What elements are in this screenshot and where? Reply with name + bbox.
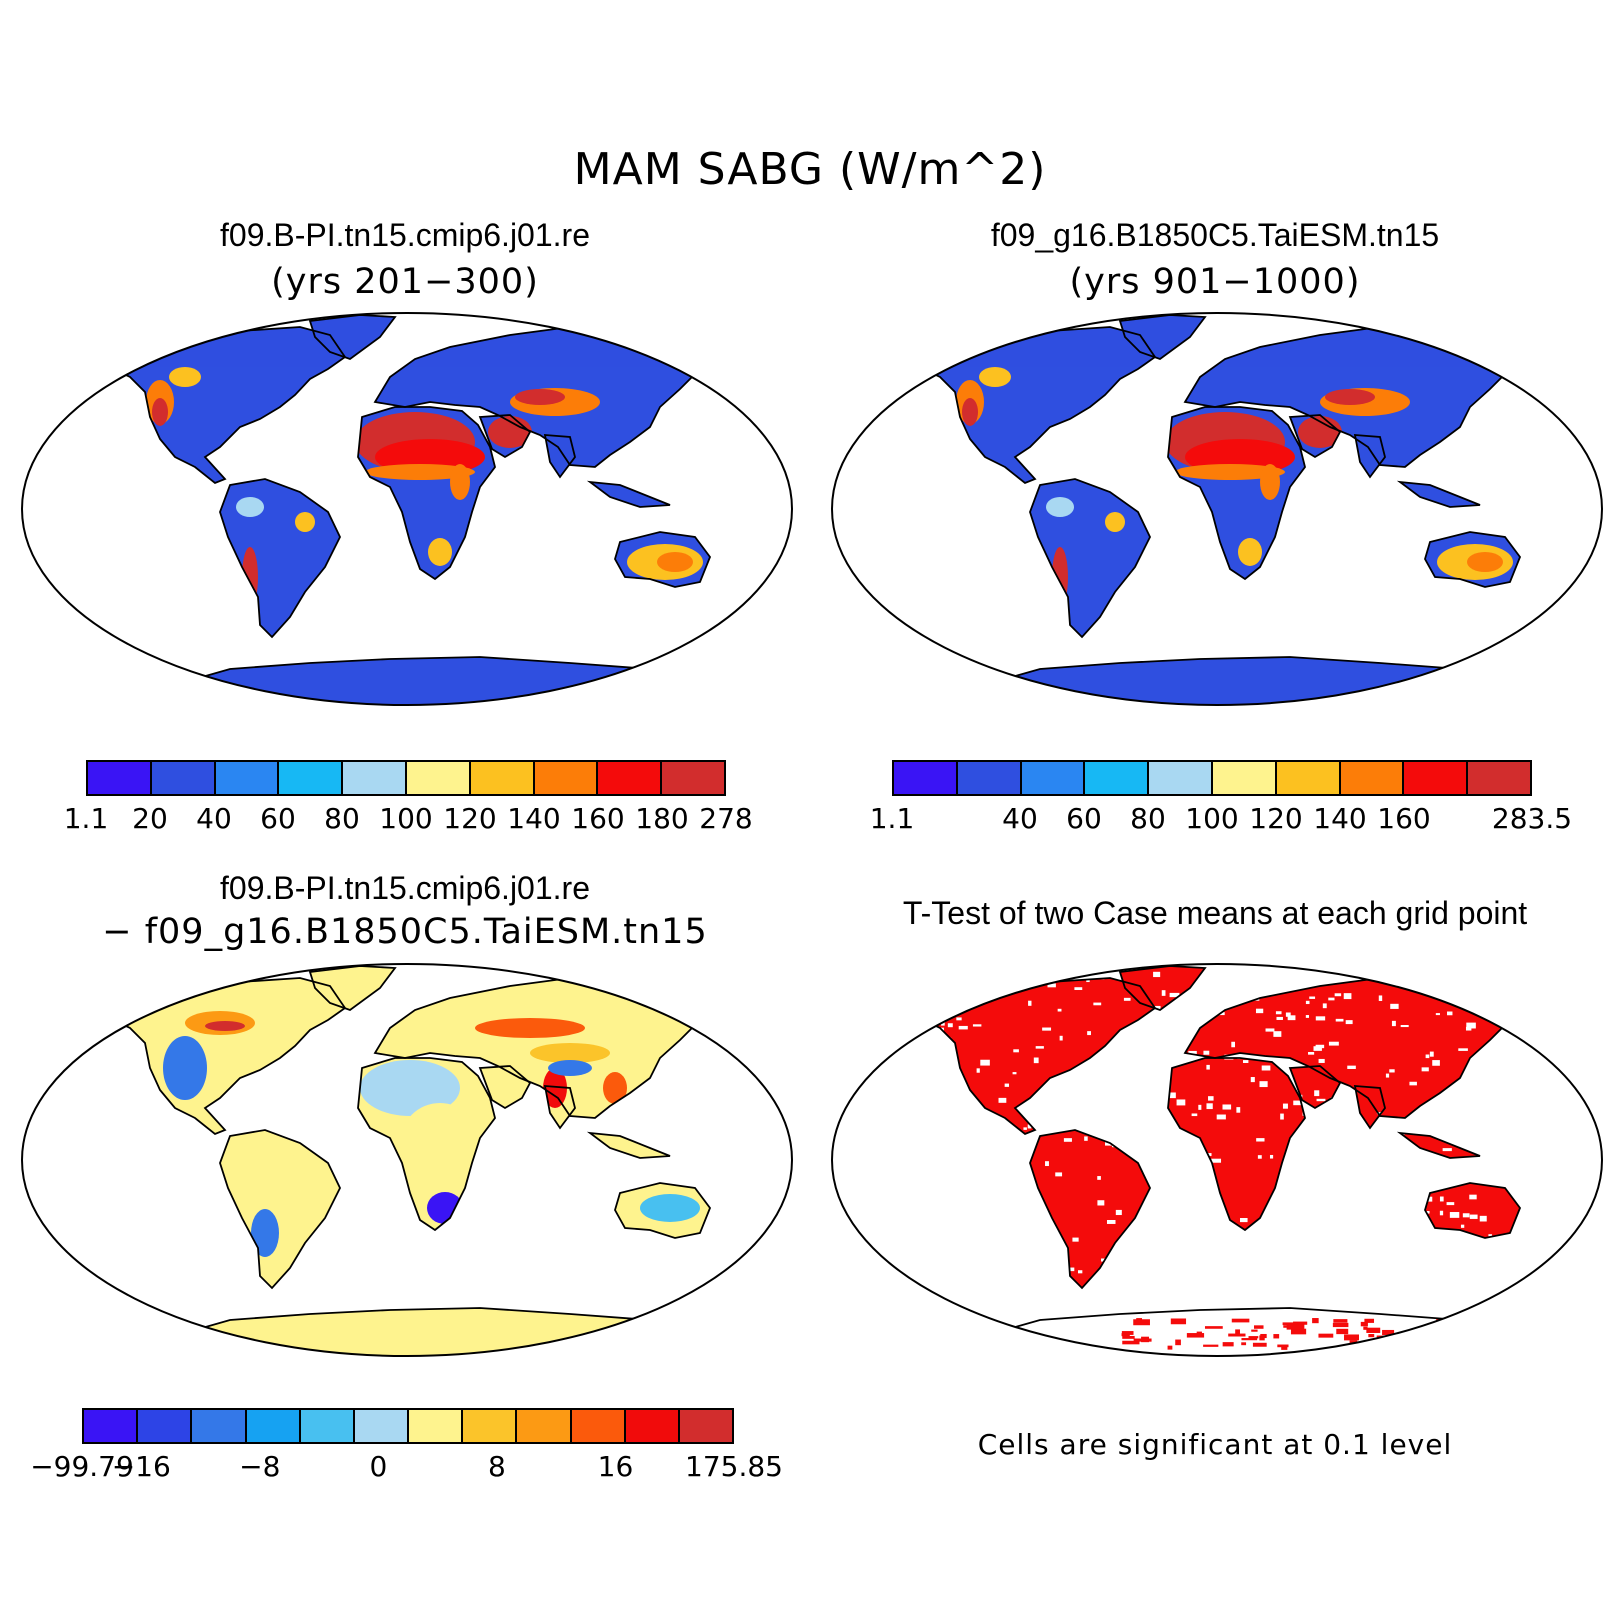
colorbar-difference-tick-label: 0 <box>369 1450 388 1483</box>
map-difference <box>21 963 793 1357</box>
colorbar-case2-swatch <box>1404 762 1469 794</box>
colorbar-case1-tick-label: 100 <box>379 802 433 835</box>
colorbar-case1-tick-label: 60 <box>260 802 296 835</box>
colorbar-case1 <box>86 760 726 796</box>
map-case1 <box>21 312 793 706</box>
colorbar-case2-tick-label: 100 <box>1185 802 1239 835</box>
colorbar-difference-swatch <box>354 1410 410 1442</box>
colorbar-difference-tick-label: −16 <box>111 1450 171 1483</box>
colorbar-case1-tick-label: 278 <box>699 802 753 835</box>
colorbar-case2-swatch <box>1276 762 1341 794</box>
colorbar-case2-tick-label: 1.1 <box>869 802 915 835</box>
colorbar-case2-swatch <box>957 762 1022 794</box>
colorbar-case1-swatch <box>279 762 344 794</box>
panel-1-title: f09.B-PI.tn15.cmip6.j01.re <box>220 217 590 253</box>
colorbar-difference-tick-label: 16 <box>597 1450 634 1483</box>
colorbar-case2-tick-label: 120 <box>1249 802 1303 835</box>
colorbar-case2-swatch <box>1340 762 1405 794</box>
colorbar-case2-tick-label: 160 <box>1377 802 1431 835</box>
colorbar-case2 <box>892 760 1532 796</box>
colorbar-difference-swatch <box>679 1410 733 1442</box>
colorbar-difference-swatch <box>300 1410 355 1442</box>
panel-4-title: T-Test of two Case means at each grid po… <box>902 895 1528 931</box>
colorbar-case2-labels: 1.1 40 60 80 100 120 140 160 283.5 <box>870 802 1572 838</box>
colorbar-difference-tick-label: −99.79 <box>30 1450 134 1483</box>
colorbar-case1-swatch <box>406 762 471 794</box>
panel-2-title: f09_g16.B1850C5.TaiESM.tn15 <box>990 217 1440 253</box>
colorbar-difference-swatch <box>517 1410 572 1442</box>
colorbar-case1-tick-label: 120 <box>443 802 497 835</box>
colorbar-case1-swatch <box>470 762 535 794</box>
colorbar-difference-swatch <box>192 1410 247 1442</box>
colorbar-case2-swatch <box>1212 762 1277 794</box>
colorbar-case2-swatch <box>1149 762 1213 794</box>
colorbar-case1-swatch <box>215 762 280 794</box>
colorbar-case2-tick-label: 40 <box>1002 802 1038 835</box>
colorbar-case1-swatch <box>343 762 407 794</box>
colorbar-case1-swatch <box>598 762 663 794</box>
colorbar-case1-tick-label: 160 <box>571 802 625 835</box>
colorbar-difference-swatch <box>84 1410 139 1442</box>
panel-1-subtitle: (yrs 201−300) <box>271 262 539 302</box>
main-title: MAM SABG (W/m^2) <box>573 144 1047 195</box>
colorbar-difference-swatch <box>138 1410 193 1442</box>
colorbar-case1-tick-label: 40 <box>196 802 232 835</box>
panel-3-title: f09.B-PI.tn15.cmip6.j01.re <box>220 870 590 906</box>
panel-3-subtitle: − f09_g16.B1850C5.TaiESM.tn15 <box>102 912 708 952</box>
colorbar-case1-tick-label: 1.1 <box>63 802 109 835</box>
colorbar-difference-swatch <box>409 1410 464 1442</box>
colorbar-case2-tick-label: 80 <box>1130 802 1166 835</box>
colorbar-case1-tick-label: 140 <box>507 802 561 835</box>
significance-note: Cells are significant at 0.1 level <box>977 1428 1453 1461</box>
colorbar-difference-tick-label: 8 <box>487 1450 506 1483</box>
colorbar-case2-swatch <box>894 762 958 794</box>
colorbar-case1-tick-label: 80 <box>324 802 360 835</box>
colorbar-case2-swatch <box>1021 762 1086 794</box>
map-ttest <box>831 963 1603 1357</box>
colorbar-case2-swatch <box>1468 762 1530 794</box>
colorbar-case1-swatch <box>88 762 152 794</box>
colorbar-case2-swatch <box>1085 762 1150 794</box>
colorbar-difference-tick-label: −8 <box>239 1450 281 1483</box>
colorbar-difference-tick-label: 175.85 <box>685 1450 783 1483</box>
colorbar-case1-tick-label: 20 <box>132 802 168 835</box>
map-case2 <box>831 312 1603 706</box>
colorbar-case1-swatch <box>151 762 216 794</box>
colorbar-difference-swatch <box>625 1410 680 1442</box>
colorbar-case2-tick-label: 60 <box>1066 802 1102 835</box>
panel-2-subtitle: (yrs 901−1000) <box>1069 262 1361 302</box>
colorbar-case1-swatch <box>534 762 599 794</box>
colorbar-case1-tick-label: 180 <box>635 802 689 835</box>
colorbar-case1-swatch <box>662 762 724 794</box>
colorbar-case1-labels: 1.1 20 40 60 80 100 120 140 160 180 278 <box>64 802 753 838</box>
colorbar-case2-tick-label: 283.5 <box>1491 802 1573 835</box>
colorbar-difference-swatch <box>571 1410 626 1442</box>
colorbar-case2-tick-label: 140 <box>1313 802 1367 835</box>
colorbar-difference <box>82 1408 734 1444</box>
colorbar-difference-labels: −99.79 −16 −8 0 8 16 175.85 <box>30 1450 783 1486</box>
colorbar-difference-swatch <box>246 1410 301 1442</box>
colorbar-difference-swatch <box>463 1410 518 1442</box>
